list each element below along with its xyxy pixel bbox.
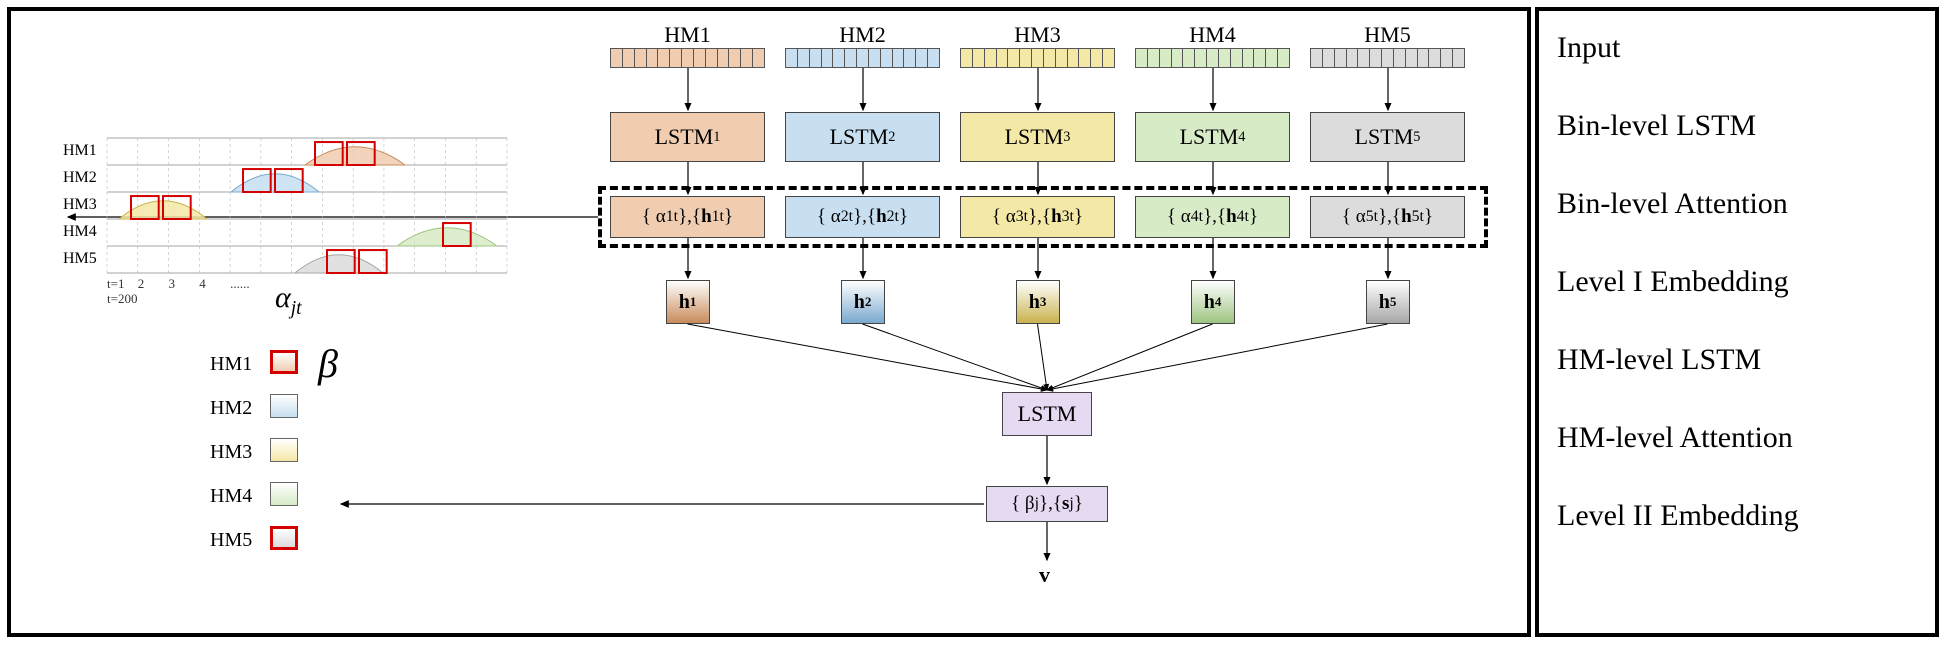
legend-label: HM2 <box>210 397 252 420</box>
minichart-row-label: HM4 <box>63 223 97 241</box>
input-sequence-bar <box>785 48 940 68</box>
minichart-xtick: 4 <box>199 276 206 292</box>
alpha-label: αjt <box>275 281 302 320</box>
bin-attention-group <box>598 186 1488 248</box>
label-bin-lstm: Bin-level LSTM <box>1557 111 1917 141</box>
level1-embedding: h4 <box>1191 280 1235 324</box>
beta-label: β <box>318 340 338 387</box>
legend-swatch <box>270 350 298 374</box>
hm-title: HM5 <box>1320 22 1455 48</box>
legend-swatch <box>270 438 298 462</box>
bin-lstm-box: LSTM1 <box>610 112 765 162</box>
hm-title: HM4 <box>1145 22 1280 48</box>
hm-title: HM3 <box>970 22 1105 48</box>
label-hm-attn: HM-level Attention <box>1557 423 1917 453</box>
bin-lstm-box: LSTM2 <box>785 112 940 162</box>
label-bin-attn: Bin-level Attention <box>1557 189 1917 219</box>
legend-swatch <box>270 526 298 550</box>
legend-swatch <box>270 394 298 418</box>
input-sequence-bar <box>960 48 1115 68</box>
bin-lstm-box: LSTM3 <box>960 112 1115 162</box>
legend-label: HM4 <box>210 485 252 508</box>
legend-swatch <box>270 482 298 506</box>
input-sequence-bar <box>1135 48 1290 68</box>
level1-embedding: h1 <box>666 280 710 324</box>
input-sequence-bar <box>610 48 765 68</box>
stage-labels-panel: Input Bin-level LSTM Bin-level Attention… <box>1535 7 1939 637</box>
output-v: v <box>1039 562 1050 588</box>
input-sequence-bar <box>1310 48 1465 68</box>
legend-label: HM3 <box>210 441 252 464</box>
minichart-xtick: ...... <box>230 276 250 292</box>
alpha-minichart <box>107 138 507 273</box>
minichart-xtick: 2 <box>138 276 145 292</box>
label-level1-embed: Level I Embedding <box>1557 267 1917 297</box>
label-level2-embed: Level II Embedding <box>1557 501 1917 531</box>
minichart-row-label: HM2 <box>63 169 97 187</box>
minichart-xtick: 3 <box>169 276 176 292</box>
minichart-row-label: HM3 <box>63 196 97 214</box>
minichart-xtick: t=1 <box>107 276 124 292</box>
legend-label: HM1 <box>210 353 252 376</box>
minichart-xscale: t=200 <box>107 291 137 307</box>
minichart-row-label: HM1 <box>63 142 97 160</box>
label-input: Input <box>1557 33 1917 63</box>
legend-label: HM5 <box>210 529 252 552</box>
hm-title: HM2 <box>795 22 930 48</box>
bin-lstm-box: LSTM4 <box>1135 112 1290 162</box>
hm-title: HM1 <box>620 22 755 48</box>
hm-attention-box: { βj },{sj} <box>986 486 1108 522</box>
hm-lstm-box: LSTM <box>1002 392 1092 436</box>
label-hm-lstm: HM-level LSTM <box>1557 345 1917 375</box>
level1-embedding: h5 <box>1366 280 1410 324</box>
level1-embedding: h3 <box>1016 280 1060 324</box>
bin-lstm-box: LSTM5 <box>1310 112 1465 162</box>
minichart-row-label: HM5 <box>63 250 97 268</box>
level1-embedding: h2 <box>841 280 885 324</box>
